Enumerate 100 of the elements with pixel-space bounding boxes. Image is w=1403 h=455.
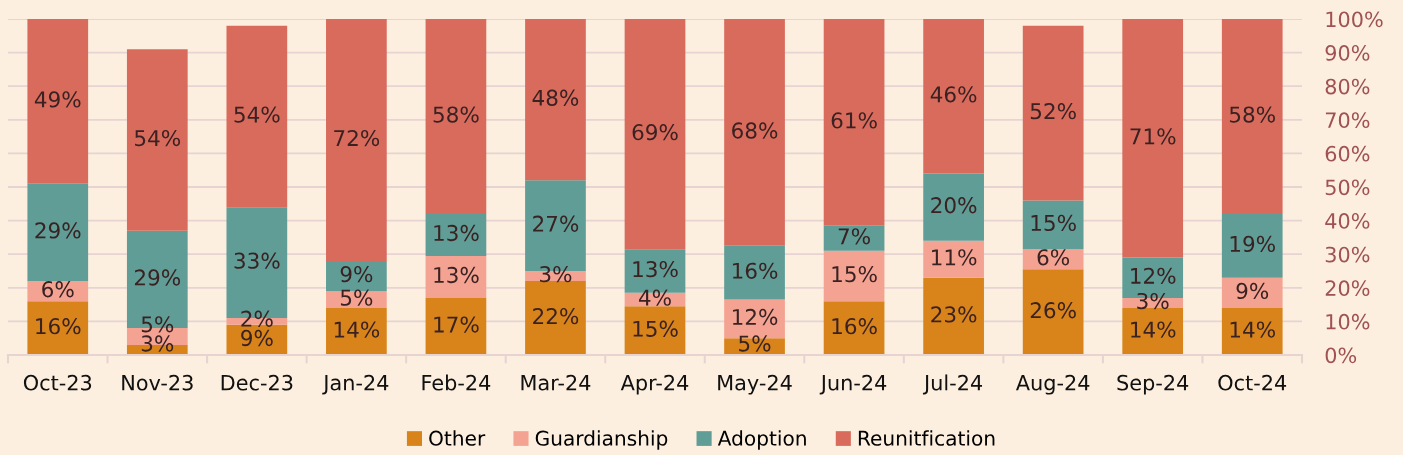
bar — [923, 277, 984, 355]
bar — [1221, 19, 1283, 214]
data-label: 15% — [1031, 214, 1076, 232]
bar — [425, 297, 487, 355]
x-tick-label: Mar-24 — [521, 374, 591, 391]
y-tick-label: 30% — [1325, 246, 1370, 263]
x-tick-label: Dec-23 — [221, 374, 293, 391]
data-label: 5% — [739, 335, 771, 352]
bar — [425, 19, 487, 214]
bar — [923, 240, 984, 278]
data-label: 13% — [434, 224, 479, 242]
data-label: 52% — [1030, 103, 1076, 120]
data-label: 71% — [1130, 128, 1176, 145]
data-label: 72% — [334, 129, 380, 147]
bar — [823, 19, 885, 226]
legend-label: Reunitfication — [858, 430, 995, 446]
data-label: 48% — [532, 89, 579, 106]
data-label: 12% — [1131, 267, 1176, 284]
x-tick-label: May-24 — [718, 374, 792, 395]
x-tick-label: Jun-24 — [819, 374, 887, 395]
y-tick-label: 10% — [1326, 313, 1370, 330]
data-label: 16% — [832, 318, 877, 335]
y-tick-label: 80% — [1325, 78, 1370, 95]
data-label: 69% — [632, 124, 678, 141]
data-label: 6% — [42, 281, 74, 298]
y-tick-label: 100% — [1326, 11, 1383, 28]
bar — [1022, 200, 1084, 250]
bar — [425, 213, 487, 256]
bar — [1122, 19, 1184, 258]
data-label: 13% — [434, 266, 479, 284]
data-label: 68% — [732, 122, 778, 139]
bar — [923, 173, 984, 241]
data-label: 23% — [931, 306, 977, 323]
data-label: 16% — [732, 262, 778, 279]
bar — [1221, 213, 1283, 278]
bar — [27, 19, 89, 184]
y-tick-label: 50% — [1325, 179, 1370, 196]
data-label: 15% — [832, 266, 877, 283]
x-tick-label: Feb-24 — [422, 374, 491, 391]
data-label: 26% — [1030, 302, 1076, 319]
bar — [226, 25, 288, 208]
x-tick-label: Oct-24 — [1218, 374, 1287, 391]
x-tick-label: Nov-23 — [122, 374, 193, 391]
data-label: 15% — [633, 320, 678, 337]
data-label: 16% — [36, 318, 81, 335]
bar — [1022, 25, 1084, 201]
y-tick-label: 20% — [1325, 280, 1370, 297]
bar — [126, 49, 188, 231]
data-label: 6% — [1037, 249, 1070, 266]
data-label: 9% — [1236, 282, 1269, 300]
y-tick-label: 60% — [1325, 145, 1370, 162]
bar — [425, 255, 487, 298]
data-label: 46% — [930, 86, 977, 103]
data-label: 4% — [638, 289, 671, 306]
data-label: 49% — [34, 91, 81, 108]
y-tick-label: 0% — [1325, 347, 1357, 364]
data-label: 58% — [1229, 106, 1275, 123]
bar — [525, 19, 586, 181]
bar — [1221, 307, 1283, 355]
bar — [1221, 277, 1283, 308]
bar — [724, 245, 785, 300]
bar — [923, 19, 984, 174]
bar — [525, 281, 586, 355]
data-label: 9% — [241, 329, 273, 347]
legend-label: Adoption — [717, 430, 806, 450]
bar — [823, 301, 885, 355]
x-tick-label: Oct-23 — [23, 374, 92, 391]
y-tick-label: 90% — [1325, 45, 1370, 61]
bar — [326, 307, 387, 355]
bar — [27, 183, 89, 282]
x-tick-label: Jul-24 — [922, 374, 983, 395]
data-label: 22% — [533, 308, 579, 325]
data-label: 13% — [633, 260, 678, 278]
data-label: 54% — [135, 129, 181, 147]
bar — [27, 301, 89, 355]
data-label: 33% — [234, 252, 280, 269]
data-label: 19% — [1230, 235, 1275, 253]
x-tick-label: Sep-24 — [1117, 374, 1189, 395]
data-label: 27% — [533, 215, 579, 232]
bar — [624, 306, 686, 355]
data-label: 11% — [932, 249, 977, 266]
data-label: 54% — [234, 106, 280, 123]
data-label: 58% — [433, 106, 479, 123]
data-label: 7% — [838, 228, 870, 245]
data-label: 14% — [334, 321, 380, 338]
data-label: 14% — [1131, 321, 1176, 338]
legend-label: Guardianship — [535, 430, 668, 450]
bar — [1022, 269, 1084, 355]
y-tick-label: 70% — [1325, 112, 1370, 129]
data-label: 9% — [340, 266, 373, 283]
x-tick-label: Aug-24 — [1015, 374, 1090, 395]
bar — [624, 19, 686, 250]
data-label: 61% — [831, 112, 877, 129]
data-label: 14% — [1230, 321, 1275, 338]
data-label: 29% — [35, 222, 81, 239]
bar — [823, 250, 885, 302]
x-tick-label: Jan-24 — [322, 374, 389, 395]
y-tick-label: 40% — [1325, 213, 1370, 229]
data-label: 29% — [134, 269, 181, 286]
data-label: 17% — [434, 316, 479, 333]
